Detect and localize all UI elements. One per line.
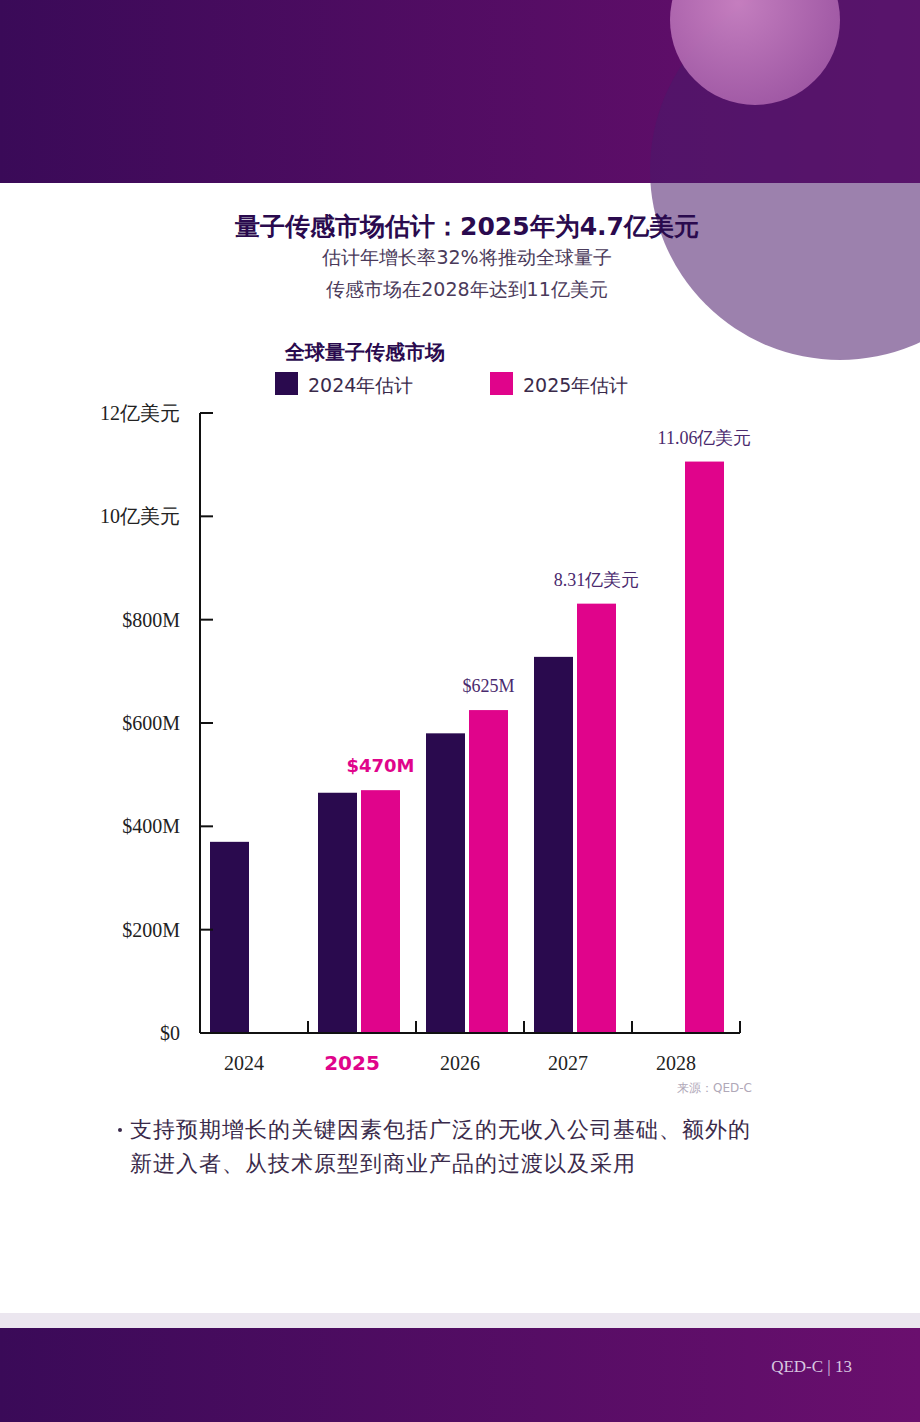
y-tick-label: $600M — [122, 712, 180, 734]
data-label: $470M — [346, 755, 414, 776]
x-tick — [415, 1021, 417, 1033]
legend-swatch — [490, 372, 513, 395]
y-tick — [200, 1032, 213, 1034]
subtitle: 估计年增长率32%将推动全球量子 — [321, 246, 611, 268]
source: 来源：QED-C — [677, 1081, 752, 1095]
data-label: $625M — [462, 676, 514, 696]
chart-title: 全球量子传感市场 — [284, 340, 445, 364]
x-axis — [200, 1032, 740, 1034]
bar — [361, 790, 400, 1033]
x-tick-label: 2026 — [440, 1052, 480, 1074]
bars — [210, 462, 724, 1033]
x-tick — [739, 1021, 741, 1033]
bar — [210, 842, 249, 1033]
x-tick — [523, 1021, 525, 1033]
data-label: 11.06亿美元 — [658, 428, 752, 448]
footer-line — [0, 1313, 920, 1329]
y-tick — [200, 929, 213, 931]
decor-circle — [670, 0, 840, 105]
data-label: 8.31亿美元 — [554, 570, 640, 590]
legend-label: 2025年估计 — [523, 374, 628, 396]
page: QED-C | 13 量子传感市场估计：2025年为4.7亿美元估计年增长率32%… — [0, 0, 920, 1422]
x-tick — [631, 1021, 633, 1033]
legend: 2024年估计 2025年估计 — [275, 372, 628, 396]
y-tick-label: $0 — [160, 1022, 180, 1044]
y-tick — [200, 825, 213, 827]
bar — [685, 462, 724, 1033]
title: 量子传感市场估计：2025年为4.7亿美元 — [234, 212, 699, 241]
x-tick-label: 2024 — [224, 1052, 264, 1074]
x-tick-label: 2025 — [324, 1051, 380, 1075]
x-tick-label: 2027 — [548, 1052, 588, 1074]
y-tick — [200, 412, 213, 414]
y-tick-label: 10亿美元 — [100, 505, 180, 527]
bar — [534, 657, 573, 1033]
bar — [318, 793, 357, 1033]
y-tick-label: $200M — [122, 919, 180, 941]
legend-swatch — [275, 372, 298, 395]
bullet — [118, 1128, 122, 1132]
y-tick — [200, 515, 213, 517]
note: 支持预期增长的关键因素包括广泛的无收入公司基础、额外的新进入者、从技术原型到商业… — [130, 1113, 762, 1181]
y-tick-label: 12亿美元 — [100, 402, 180, 424]
legend-label: 2024年估计 — [308, 374, 413, 396]
bar — [469, 710, 508, 1033]
y-tick-label: $400M — [122, 815, 180, 837]
bar — [577, 604, 616, 1033]
subtitle: 传感市场在2028年达到11亿美元 — [326, 278, 608, 300]
x-tick — [307, 1021, 309, 1033]
footer-band — [0, 1328, 920, 1422]
y-tick — [200, 722, 213, 724]
footer: QED-C | 13 — [771, 1357, 852, 1376]
x-tick-label: 2028 — [656, 1052, 696, 1074]
bar — [426, 733, 465, 1033]
y-tick — [200, 619, 213, 621]
y-tick-label: $800M — [122, 609, 180, 631]
